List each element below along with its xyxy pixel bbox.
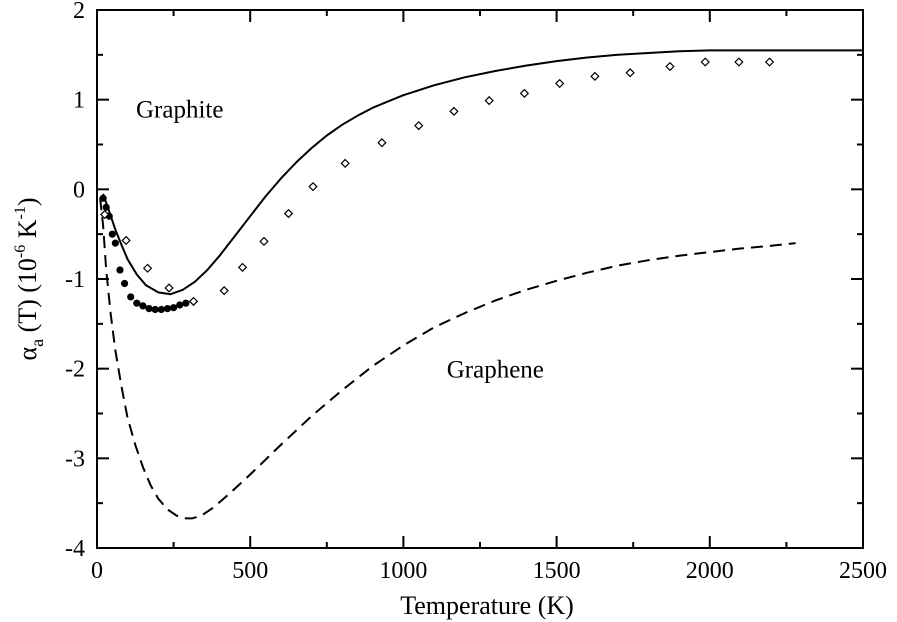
x-tick-label: 1500 [533, 558, 581, 584]
y-title-exp2: -1 [12, 206, 29, 219]
data-point-filled-circle [120, 279, 129, 288]
data-point-open-diamond [283, 208, 294, 219]
x-tick-label: 2000 [686, 558, 734, 584]
y-tick-label: 1 [73, 88, 85, 114]
y-tick-label: -1 [65, 267, 85, 293]
data-point-open-diamond [519, 88, 530, 99]
data-point-filled-circle [139, 302, 147, 310]
data-point-open-diamond [219, 286, 229, 296]
y-title-sub: a [27, 339, 47, 347]
data-point-filled-circle [127, 293, 135, 301]
data-point-open-diamond [142, 263, 153, 273]
data-point-open-diamond [100, 209, 110, 220]
tick-labels: 0 500 1000 1500 2000 2500 -4 -3 -2 -1 0 1 2 [65, 0, 887, 584]
data-point-open-diamond [377, 138, 387, 148]
y-title-mid: (T) (10 [13, 258, 42, 339]
data-point-open-diamond [340, 158, 350, 168]
annotation-graphite: Graphite [136, 97, 223, 124]
data-point-open-diamond [625, 68, 635, 78]
data-point-open-diamond [308, 181, 318, 192]
data-point-open-diamond [121, 235, 131, 246]
data-point-filled-circle [102, 203, 110, 211]
data-point-filled-circle [133, 299, 141, 307]
y-tick-label: 0 [73, 177, 85, 203]
data-point-filled-circle [99, 194, 107, 202]
y-title-k: K [13, 219, 42, 245]
data-point-filled-circle [151, 305, 159, 314]
annotation-graphene: Graphene [447, 357, 544, 384]
data-point-open-diamond [484, 95, 494, 106]
y-title-exp1: -6 [12, 245, 29, 258]
x-tick-label: 0 [91, 558, 103, 584]
y-title-close: ) [13, 197, 42, 206]
y-tick-label: 2 [73, 0, 85, 24]
data-point-open-diamond [734, 57, 744, 67]
data-point-filled-circle [163, 304, 172, 313]
series-layer [99, 49, 863, 520]
x-tick-label: 2500 [839, 558, 887, 584]
data-point-open-diamond [555, 78, 565, 89]
data-point-filled-circle [116, 266, 124, 274]
data-point-filled-circle [157, 305, 165, 314]
data-point-filled-circle [170, 304, 178, 312]
data-point-open-diamond [700, 57, 710, 67]
y-title-alpha: α [13, 347, 42, 361]
y-tick-label: -4 [65, 536, 85, 562]
plot-frame [96, 9, 864, 549]
data-point-open-diamond [590, 71, 600, 82]
data-point-open-diamond [188, 296, 199, 307]
y-tick-label: -2 [65, 357, 85, 383]
data-point-open-diamond [164, 283, 174, 293]
y-tick-label: -3 [65, 446, 85, 472]
data-point-filled-circle [182, 299, 190, 307]
data-point-filled-circle [176, 301, 184, 309]
x-axis-title: Temperature (K) [400, 591, 574, 620]
x-tick-label: 1000 [379, 558, 427, 584]
x-tick-label: 500 [232, 558, 268, 584]
data-point-open-diamond [449, 106, 459, 116]
data-point-open-diamond [237, 262, 248, 272]
data-point-filled-circle [111, 239, 119, 247]
y-axis-title: αa (T) (10-6 K-1) [12, 197, 47, 360]
data-point-filled-circle [145, 304, 153, 313]
data-point-open-diamond [414, 121, 424, 131]
data-point-open-diamond [764, 57, 775, 67]
data-point-filled-circle [108, 230, 116, 238]
axis-ticks [96, 9, 864, 549]
series-line-solid [102, 49, 863, 296]
data-point-open-diamond [665, 61, 675, 72]
data-point-open-diamond [259, 236, 269, 246]
series-line-dashed [99, 198, 796, 520]
